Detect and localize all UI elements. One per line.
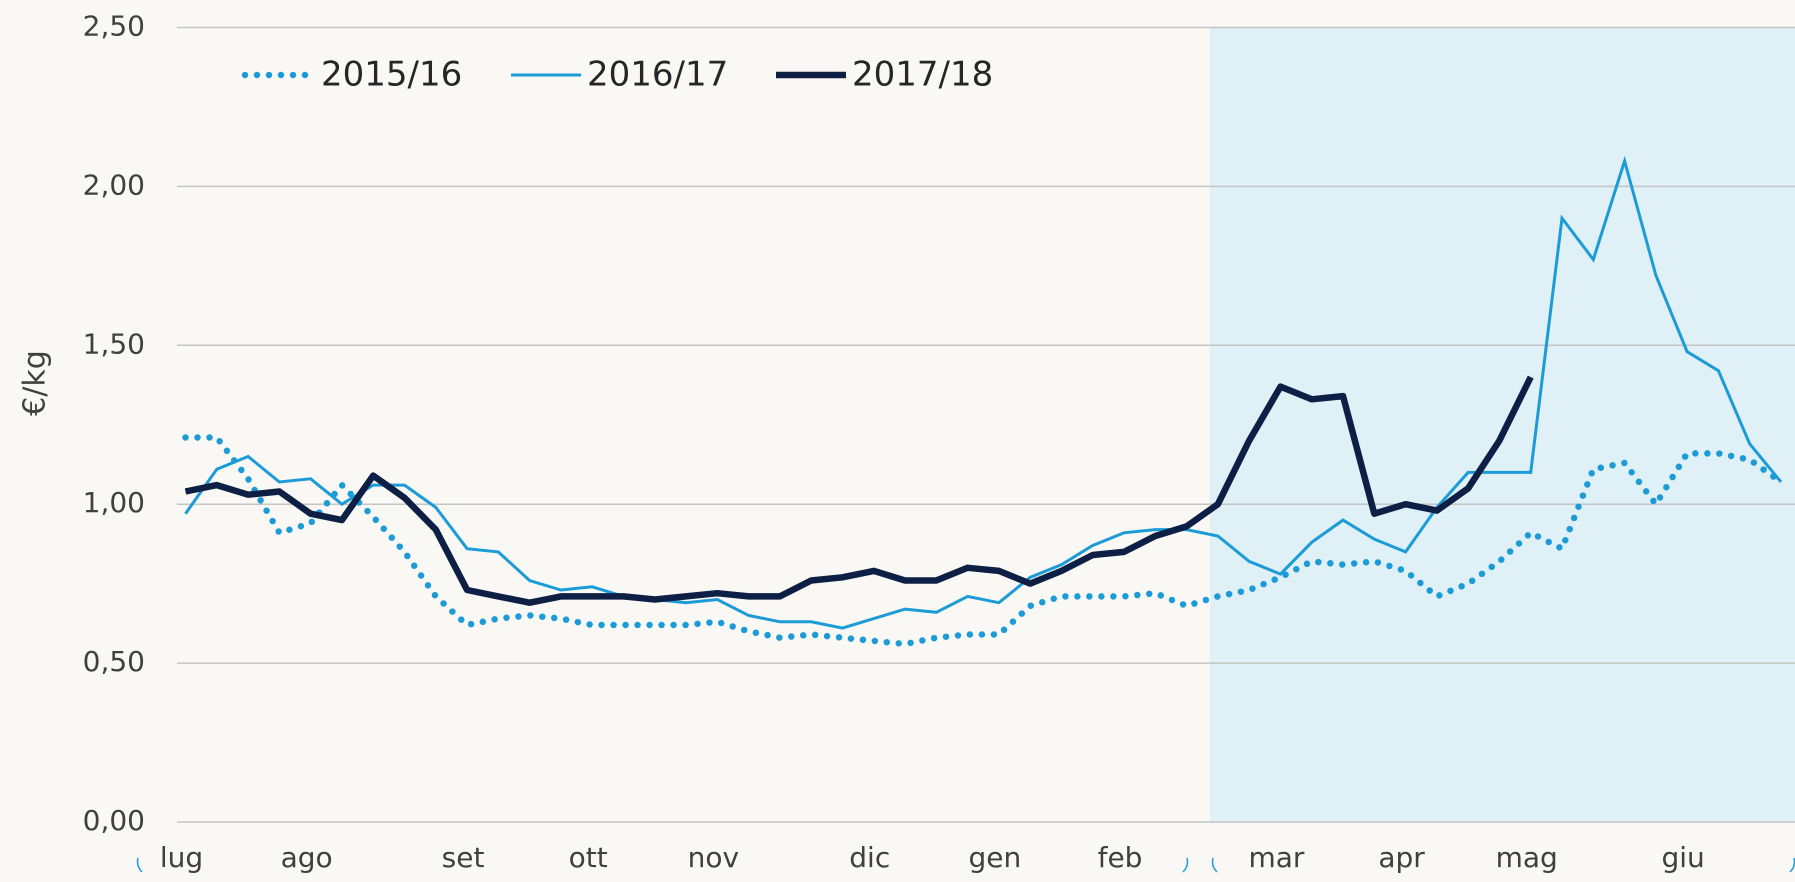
x-tick-label: set	[442, 841, 485, 874]
x-tick-label: giu	[1661, 841, 1704, 874]
x-tick-label: lug	[160, 841, 203, 874]
series-line	[182, 434, 1785, 648]
series-line	[184, 155, 1783, 630]
y-tick-label: 0,00	[83, 804, 145, 837]
y-tick-label: 1,50	[83, 327, 145, 360]
x-tick-label: mag	[1496, 841, 1558, 874]
x-tick-label: mar	[1248, 841, 1304, 874]
x-tick-label: dic	[849, 841, 890, 874]
highlight-band	[1210, 27, 1795, 822]
y-axis-label: €/kg	[18, 350, 53, 416]
y-tick-label: 1,00	[83, 486, 145, 519]
y-tick-label: 2,50	[83, 10, 145, 43]
legend-label: 2015/16	[321, 55, 462, 95]
x-tick-label: gen	[969, 841, 1022, 874]
legend-label: 2016/17	[587, 55, 728, 95]
x-tick-label: nov	[688, 841, 739, 874]
y-tick-label: 0,50	[83, 645, 145, 678]
x-tick-label: feb	[1098, 841, 1143, 874]
x-tick-label: ott	[569, 841, 608, 874]
x-tick-label: apr	[1378, 841, 1425, 874]
x-tick-label: ago	[281, 841, 333, 874]
y-tick-label: 2,00	[83, 168, 145, 201]
series-line	[184, 375, 1534, 606]
legend-label: 2017/18	[852, 55, 993, 95]
bracket	[136, 857, 1795, 873]
